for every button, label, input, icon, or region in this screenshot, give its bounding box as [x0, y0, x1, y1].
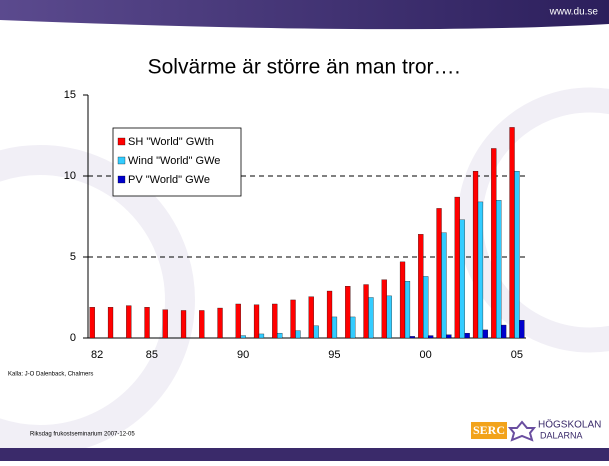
bar	[89, 307, 95, 339]
serc-text: SERC	[473, 423, 505, 437]
x-tick-label: 00	[420, 349, 432, 361]
bar	[308, 296, 314, 339]
bar	[519, 320, 525, 339]
x-tick-label: 82	[91, 349, 103, 361]
top-curve	[0, 20, 609, 34]
bar	[253, 304, 260, 339]
url: www.du.se	[549, 7, 599, 18]
legend-label: PV "World" GWe	[128, 174, 210, 186]
bar	[258, 333, 265, 339]
bar	[477, 201, 484, 339]
bar	[326, 290, 333, 339]
bar	[386, 295, 392, 339]
legend-swatch	[117, 156, 126, 165]
bar	[509, 127, 515, 339]
bar	[496, 200, 502, 339]
decor	[457, 87, 609, 353]
bar	[399, 261, 406, 339]
bar	[423, 276, 429, 339]
bar	[514, 170, 520, 339]
bar	[107, 307, 114, 339]
bar	[464, 332, 470, 339]
bar	[199, 310, 205, 339]
bar	[482, 329, 489, 339]
bar	[272, 303, 278, 339]
footer: Riksdag frukostseminarium 2007-12-05	[30, 432, 135, 438]
legend-box	[112, 127, 242, 197]
x-tick-label: 90	[237, 349, 249, 361]
bar	[404, 281, 411, 339]
legend-swatch	[117, 175, 126, 184]
bar	[501, 324, 507, 339]
bar	[381, 279, 387, 339]
chart-title: Solvärme är större än man tror….	[148, 56, 461, 79]
bar	[217, 307, 223, 339]
bar	[331, 316, 338, 339]
bar	[446, 334, 452, 339]
bar	[363, 284, 369, 339]
bottom-bar	[0, 448, 609, 461]
bar	[459, 219, 465, 339]
bar	[409, 336, 416, 339]
bar	[290, 299, 296, 339]
bar	[428, 335, 434, 339]
bar	[295, 330, 301, 339]
x-tick-label: 05	[511, 349, 523, 361]
y-tick-label: 15	[64, 89, 76, 101]
bar	[345, 286, 351, 339]
source: Kalla: J-O Dalenback, Chalmers	[8, 372, 93, 378]
y-tick-label: 0	[70, 332, 76, 344]
bar	[472, 170, 479, 339]
x-tick-label: 95	[328, 349, 340, 361]
logo-name: HÖGSKOLAN	[538, 419, 601, 431]
bar	[441, 232, 447, 339]
legend-label: SH "World" GWth	[128, 136, 214, 148]
decor	[0, 145, 195, 455]
bar	[277, 332, 283, 339]
bar	[162, 309, 168, 339]
x-tick-label: 85	[146, 349, 158, 361]
bar	[313, 325, 319, 339]
legend-swatch	[117, 137, 126, 146]
bar	[436, 208, 442, 339]
y-tick-label: 5	[70, 251, 76, 263]
bar	[180, 310, 187, 339]
logo-name: DALARNA	[540, 430, 583, 440]
bar	[368, 297, 374, 339]
bar	[454, 196, 460, 339]
bar	[240, 335, 246, 339]
bar	[418, 234, 424, 339]
bar	[235, 303, 241, 339]
hd-logo	[507, 420, 537, 442]
bar	[491, 148, 497, 339]
bar	[144, 307, 150, 339]
serc-logo	[471, 422, 507, 439]
bar	[126, 305, 132, 339]
bar	[350, 316, 356, 339]
y-tick-label: 10	[64, 170, 76, 182]
legend-label: Wind "World" GWe	[128, 155, 220, 167]
